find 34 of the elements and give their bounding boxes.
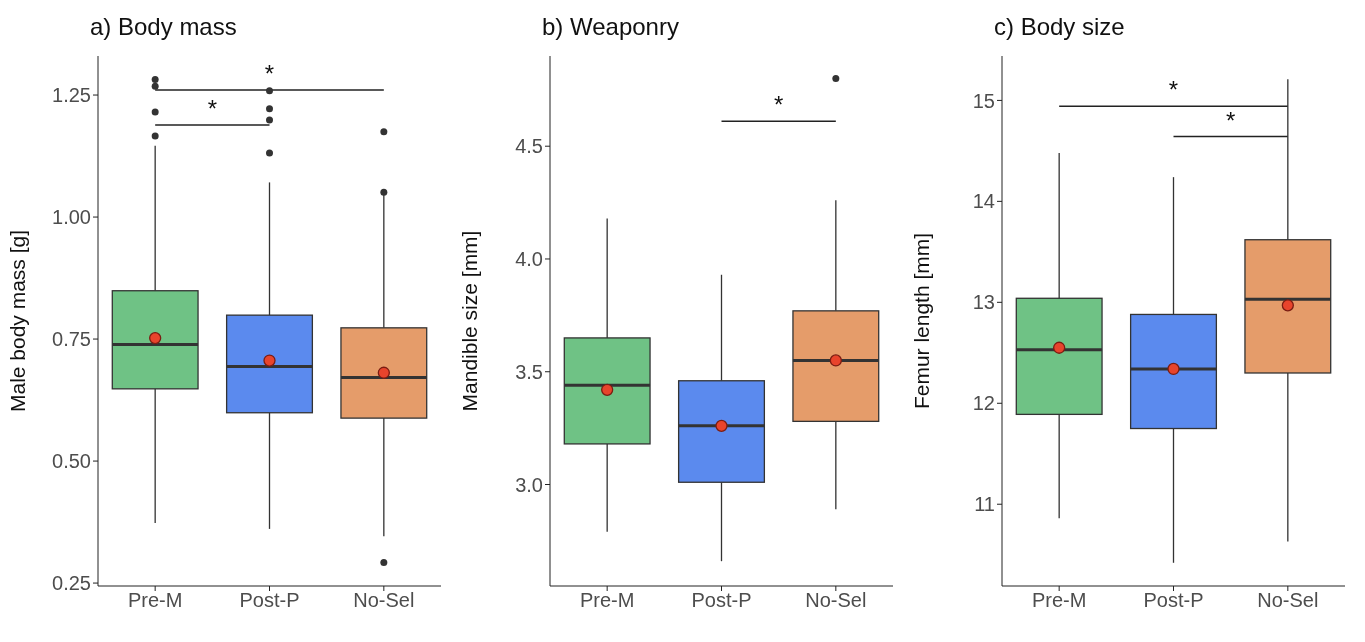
y-tick-label: 14 <box>972 190 995 213</box>
y-tick-label: 13 <box>972 291 995 314</box>
y-tick-label: 0.25 <box>52 572 91 595</box>
y-tick-label: 0.75 <box>52 328 91 351</box>
x-tick-label: Post-P <box>1143 589 1204 612</box>
y-tick-label: 4.0 <box>515 248 543 271</box>
annotation: * <box>773 91 784 119</box>
x-tick-label: Pre-M <box>127 589 183 612</box>
y-axis-title: Male body mass [g] <box>6 229 30 413</box>
x-tick-label: No-Sel <box>353 589 415 612</box>
chart-title: b) Weaponry <box>541 12 680 42</box>
annotation: * <box>264 59 275 87</box>
y-axis-title: Femur length [mm] <box>910 232 934 410</box>
y-tick-label: 1.00 <box>52 206 91 229</box>
y-tick-label: 0.50 <box>52 450 91 473</box>
x-tick-label: Pre-M <box>579 589 635 612</box>
chart-title: a) Body mass <box>89 12 238 42</box>
chart-title: c) Body size <box>993 12 1126 42</box>
y-tick-label: 3.5 <box>515 360 543 383</box>
y-tick-label: 15 <box>972 89 995 112</box>
x-tick-label: No-Sel <box>805 589 867 612</box>
x-tick-label: No-Sel <box>1257 589 1319 612</box>
x-tick-label: Post-P <box>239 589 300 612</box>
annotation: * <box>207 94 218 122</box>
y-tick-label: 11 <box>974 493 995 516</box>
y-tick-label: 4.5 <box>515 135 543 158</box>
y-axis-title: Mandible size [mm] <box>458 230 482 412</box>
x-tick-label: Pre-M <box>1031 589 1087 612</box>
y-tick-label: 3.0 <box>515 473 543 496</box>
y-tick-label: 1.25 <box>52 84 91 107</box>
annotation: * <box>1168 76 1179 104</box>
x-tick-label: Post-P <box>691 589 752 612</box>
annotation: * <box>1225 106 1236 134</box>
y-tick-label: 12 <box>972 392 995 415</box>
